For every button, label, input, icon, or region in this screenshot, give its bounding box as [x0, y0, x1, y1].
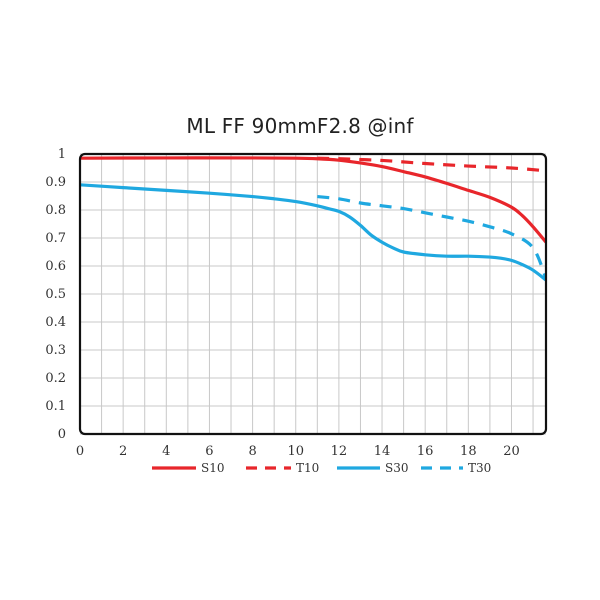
series-line-t30	[317, 194, 546, 280]
y-tick-label: 0.5	[45, 287, 66, 302]
legend: S10 T10 S30 T30	[152, 461, 491, 475]
grid	[80, 153, 546, 435]
legend-label-s10: S10	[201, 461, 225, 475]
plot-frame	[78, 152, 548, 436]
legend-label-s30: S30	[385, 461, 409, 475]
y-tick-label: 0.6	[45, 259, 66, 274]
x-tick-label: 4	[162, 444, 170, 459]
y-tick-label: 0.1	[45, 399, 66, 414]
legend-label-t10: T10	[296, 461, 319, 475]
x-tick-label: 0	[76, 444, 84, 459]
legend-label-t30: T30	[468, 461, 491, 475]
y-tick-label: 0.4	[45, 315, 66, 330]
y-axis-ticks: 0 0.1 0.2 0.3 0.4 0.5 0.6 0.7 0.8 0.9 1	[45, 147, 66, 442]
chart-title: ML FF 90mmF2.8 @inf	[186, 114, 414, 138]
series-line-s10	[80, 156, 546, 244]
x-tick-label: 8	[248, 444, 256, 459]
y-tick-label: 1	[58, 147, 66, 162]
plot-lines	[80, 156, 546, 282]
series-line-s30	[80, 183, 546, 282]
y-tick-label: 0	[58, 427, 66, 442]
x-tick-label: 20	[503, 444, 520, 459]
x-tick-label: 6	[205, 444, 213, 459]
y-tick-label: 0.8	[45, 203, 66, 218]
x-tick-label: 10	[287, 444, 304, 459]
y-tick-label: 0.7	[45, 231, 66, 246]
y-tick-label: 0.9	[45, 175, 66, 190]
x-tick-label: 12	[331, 444, 348, 459]
x-tick-label: 18	[460, 444, 477, 459]
x-axis-ticks: 0 2 4 6 8 10 12 14 16 18 20	[76, 444, 520, 459]
x-tick-label: 16	[417, 444, 434, 459]
series-line-t10	[317, 156, 546, 173]
x-tick-label: 2	[119, 444, 127, 459]
x-tick-label: 14	[374, 444, 391, 459]
y-tick-label: 0.3	[45, 343, 66, 358]
y-tick-label: 0.2	[45, 371, 66, 386]
